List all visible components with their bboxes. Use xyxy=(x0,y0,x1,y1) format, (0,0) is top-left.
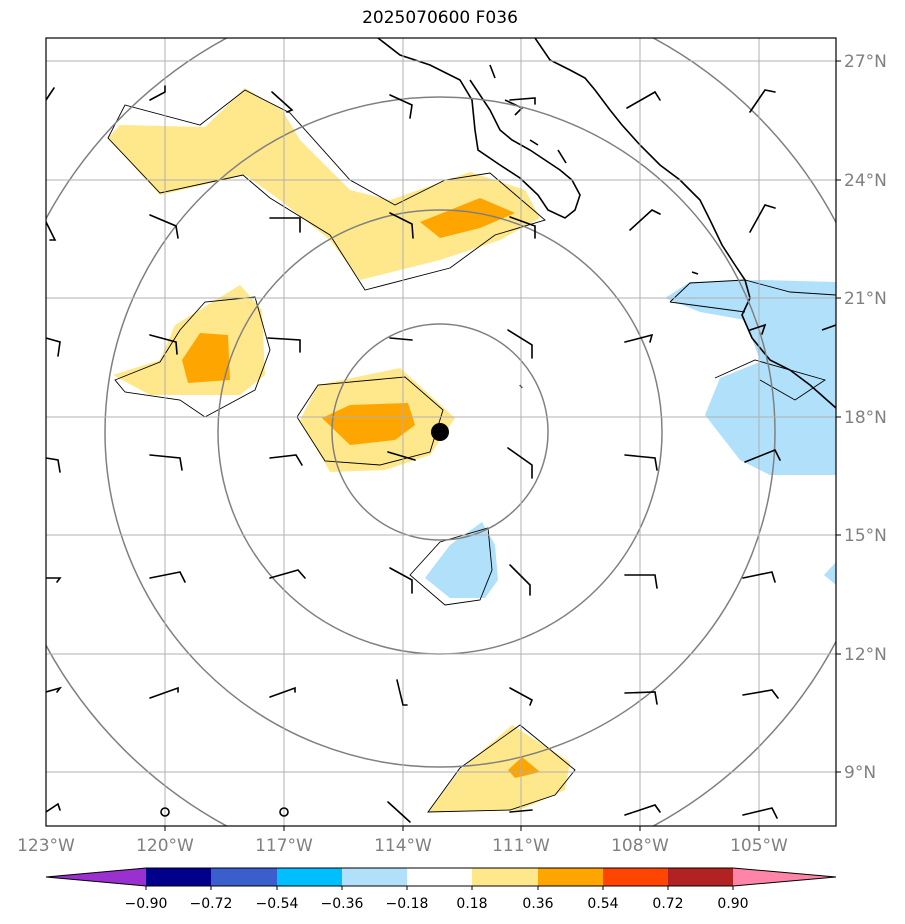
lon-tick-label: 120°W xyxy=(136,836,194,856)
storm-center-marker xyxy=(431,423,449,441)
lon-tick-labels: 123°W 120°W 117°W 114°W 111°W 108°W 105°… xyxy=(17,836,788,856)
lon-tick-label: 111°W xyxy=(492,836,550,856)
colorbar-tick-label: −0.18 xyxy=(386,896,429,912)
range-rings xyxy=(46,38,836,826)
colorbar-tick-labels: −0.90 −0.72 −0.54 −0.36 −0.18 0.18 0.36 … xyxy=(125,896,749,912)
colorbar-segment xyxy=(146,868,211,886)
lon-tick-label: 123°W xyxy=(17,836,75,856)
lat-tick-label: 18°N xyxy=(844,408,887,428)
lat-tick-label: 24°N xyxy=(844,171,887,191)
colorbar-segment xyxy=(668,868,733,886)
positive-anomaly-fill xyxy=(108,88,570,812)
calm-wind-markers xyxy=(160,807,289,817)
chart-title: 2025070600 F036 xyxy=(362,8,518,28)
colorbar-tick-label: 0.90 xyxy=(717,896,748,912)
lon-tick-label: 108°W xyxy=(611,836,669,856)
lat-tick-label: 27°N xyxy=(844,52,887,72)
colorbar-segment xyxy=(46,868,146,886)
colorbar-segment xyxy=(277,868,342,886)
wind-barbs xyxy=(46,85,781,823)
lat-tick-label: 12°N xyxy=(844,645,887,665)
lon-tick-label: 114°W xyxy=(374,836,432,856)
colorbar-tick-label: −0.54 xyxy=(256,896,299,912)
colorbar-segment xyxy=(538,868,603,886)
outline-contours xyxy=(107,89,836,813)
colorbar-segment xyxy=(407,868,472,886)
colorbar-segment xyxy=(342,868,407,886)
lat-tick-labels: 27°N 24°N 21°N 18°N 15°N 12°N 9°N xyxy=(844,52,887,783)
colorbar-tick-label: −0.36 xyxy=(321,896,364,912)
colorbar-segment xyxy=(733,868,836,886)
lon-tick-label: 117°W xyxy=(255,836,313,856)
map-gridlines xyxy=(46,38,836,826)
colorbar-tick-label: 0.18 xyxy=(456,896,487,912)
lon-tick-marks xyxy=(164,826,760,831)
lat-tick-label: 21°N xyxy=(844,289,887,309)
colorbar-tick-label: −0.72 xyxy=(190,896,233,912)
map-panel xyxy=(46,38,836,826)
map-frame xyxy=(45,37,837,827)
colorbar-segment xyxy=(603,868,668,886)
colorbar xyxy=(45,867,837,890)
colorbar-segment xyxy=(472,868,538,886)
colorbar-tick-label: 0.36 xyxy=(522,896,553,912)
colorbar-tick-label: 0.54 xyxy=(587,896,618,912)
lat-tick-label: 15°N xyxy=(844,526,887,546)
lat-tick-label: 9°N xyxy=(844,763,876,783)
colorbar-tick-label: 0.72 xyxy=(652,896,683,912)
lat-tick-marks xyxy=(836,60,841,773)
colorbar-segment xyxy=(211,868,277,886)
lon-tick-label: 105°W xyxy=(730,836,788,856)
colorbar-tick-label: −0.90 xyxy=(125,896,168,912)
